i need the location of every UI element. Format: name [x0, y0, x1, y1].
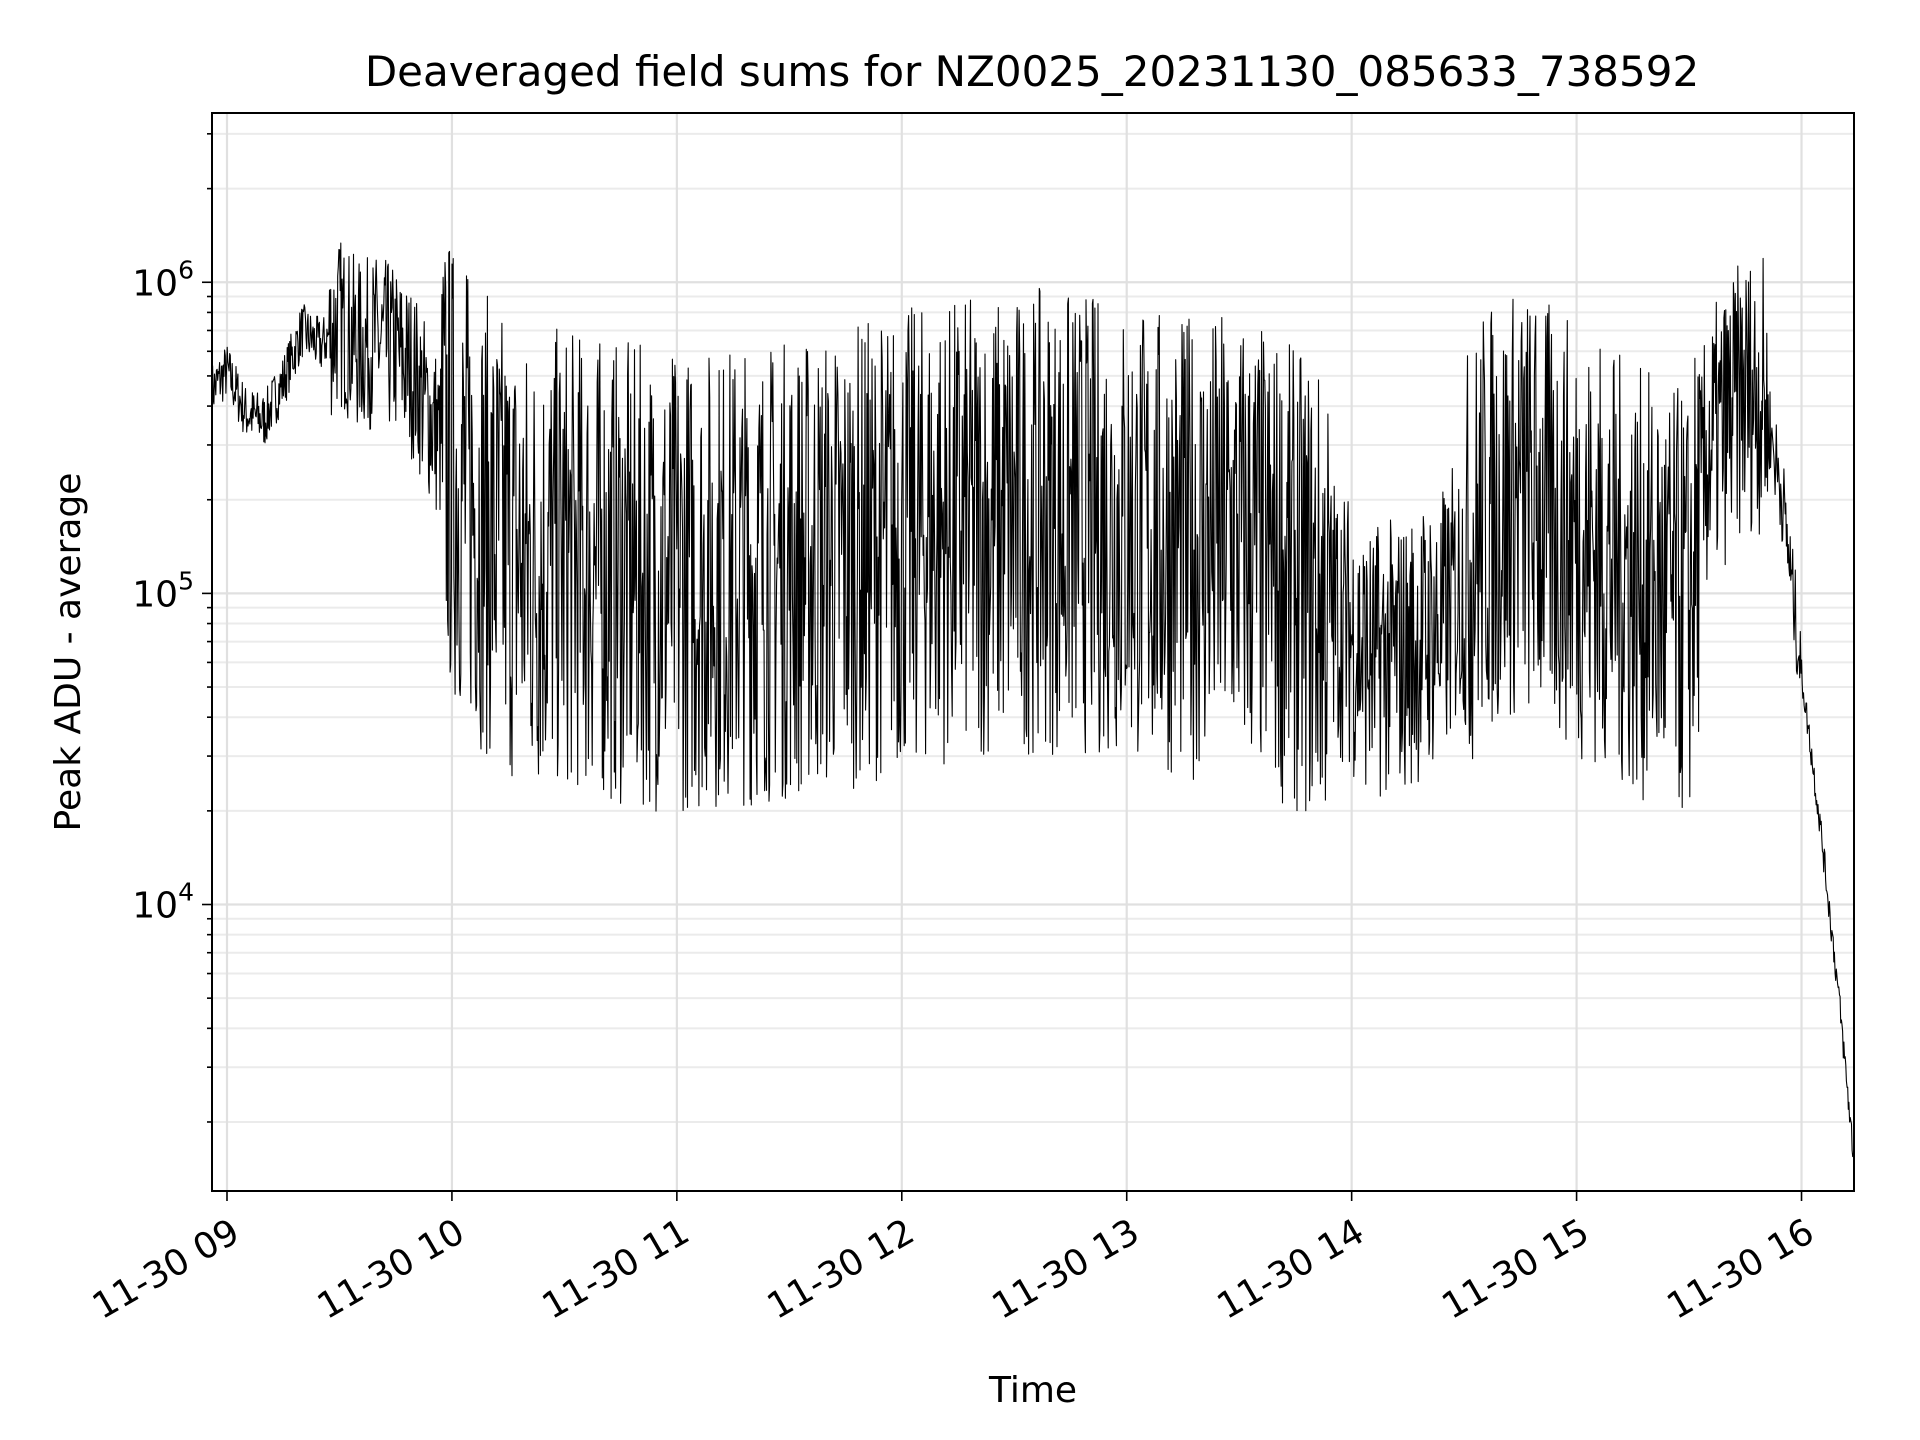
- y-tick-label: 106: [132, 255, 194, 304]
- x-tick-label: 11-30 11: [536, 1211, 697, 1327]
- y-tick-label: 104: [132, 878, 194, 927]
- chart-title: Deaveraged field sums for NZ0025_2023113…: [365, 47, 1699, 96]
- x-tick-label: 11-30 14: [1210, 1211, 1371, 1327]
- x-tick-label: 11-30 10: [311, 1211, 472, 1327]
- x-tick-label: 11-30 16: [1660, 1211, 1821, 1327]
- x-tick-label: 11-30 12: [761, 1211, 922, 1327]
- x-tick-label: 11-30 09: [86, 1211, 247, 1327]
- series-line: [211, 242, 1855, 1161]
- x-tick-label: 11-30 15: [1435, 1211, 1596, 1327]
- x-tick-label: 11-30 13: [986, 1211, 1147, 1327]
- x-axis-label: Time: [988, 1370, 1077, 1411]
- y-axis-label: Peak ADU - average: [48, 473, 89, 832]
- y-tick-label: 105: [132, 566, 194, 615]
- plot-frame: [211, 112, 1855, 1192]
